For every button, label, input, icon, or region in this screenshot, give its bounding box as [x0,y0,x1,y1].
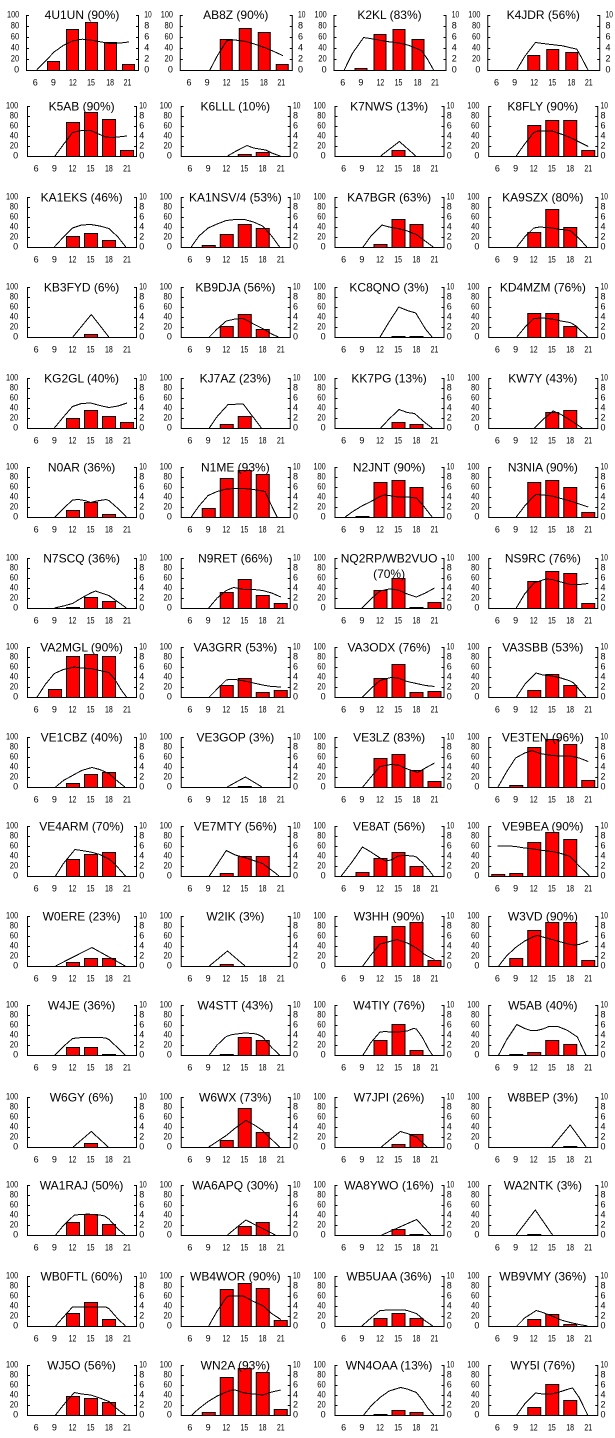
svg-text:KB9DJA (56%): KB9DJA (56%) [195,281,275,295]
svg-text:WB4WOR (90%): WB4WOR (90%) [190,1270,281,1284]
svg-text:N1ME (93%): N1ME (93%) [201,461,270,475]
svg-text:KA7BGR (63%): KA7BGR (63%) [347,191,431,205]
svg-text:NQ2RP/WB2VUO: NQ2RP/WB2VUO [341,552,438,566]
svg-text:K2KL (83%): K2KL (83%) [357,8,421,22]
svg-text:W4TIY (76%): W4TIY (76%) [353,999,425,1013]
svg-text:WA6APQ (30%): WA6APQ (30%) [192,1179,278,1193]
svg-text:K6LLL (10%): K6LLL (10%) [201,100,271,114]
svg-text:N9RET (66%): N9RET (66%) [198,552,272,566]
svg-text:W6GY (6%): W6GY (6%) [50,1091,114,1105]
svg-text:WB5UAA (36%): WB5UAA (36%) [346,1270,431,1284]
svg-text:VE3LZ (83%): VE3LZ (83%) [353,731,425,745]
svg-text:N3NIA (90%): N3NIA (90%) [508,461,578,475]
svg-text:KK7PG (13%): KK7PG (13%) [351,372,426,386]
svg-text:VE7MTY (56%): VE7MTY (56%) [194,820,277,834]
svg-text:NS9RC (76%): NS9RC (76%) [505,552,581,566]
svg-text:W7JPI (26%): W7JPI (26%) [354,1091,425,1105]
svg-text:KA1NSV/4 (53%): KA1NSV/4 (53%) [189,191,282,205]
svg-text:(70%): (70%) [373,567,405,581]
svg-text:W3HH (90%): W3HH (90%) [354,910,425,924]
svg-text:VE9BEA (90%): VE9BEA (90%) [502,820,583,834]
svg-text:VA3ODX (76%): VA3ODX (76%) [348,641,431,655]
svg-text:KJ7AZ (23%): KJ7AZ (23%) [200,372,271,386]
svg-text:VA3GRR (53%): VA3GRR (53%) [193,641,277,655]
svg-text:4U1UN (90%): 4U1UN (90%) [45,8,120,22]
svg-text:WA1RAJ (50%): WA1RAJ (50%) [40,1179,124,1193]
svg-text:K7NWS (13%): K7NWS (13%) [350,100,428,114]
svg-text:VA3SBB (53%): VA3SBB (53%) [502,641,583,655]
svg-text:KC8QNO (3%): KC8QNO (3%) [349,281,428,295]
svg-text:VE4ARM (70%): VE4ARM (70%) [39,820,124,834]
svg-text:AB8Z (90%): AB8Z (90%) [203,8,268,22]
svg-text:W0ERE (23%): W0ERE (23%) [43,910,121,924]
svg-text:KB3FYD (6%): KB3FYD (6%) [44,281,119,295]
svg-text:N7SCQ (36%): N7SCQ (36%) [43,552,120,566]
svg-text:KG2GL (40%): KG2GL (40%) [44,372,119,386]
svg-text:W2IK (3%): W2IK (3%) [206,910,264,924]
svg-text:VE3TEN (96%): VE3TEN (96%) [502,731,584,745]
svg-text:W8BEP (3%): W8BEP (3%) [508,1091,578,1105]
svg-text:VE8AT (56%): VE8AT (56%) [353,820,425,834]
svg-text:VA2MGL (90%): VA2MGL (90%) [40,641,123,655]
svg-text:WB9VMY (36%): WB9VMY (36%) [499,1270,586,1284]
svg-text:WY5I (76%): WY5I (76%) [511,1359,576,1373]
svg-text:WA8YWO (16%): WA8YWO (16%) [344,1179,434,1193]
svg-text:WA2NTK (3%): WA2NTK (3%) [504,1179,582,1193]
svg-text:VE1CBZ (40%): VE1CBZ (40%) [41,731,123,745]
svg-text:KW7Y (43%): KW7Y (43%) [508,372,577,386]
svg-text:W4STT (43%): W4STT (43%) [197,999,273,1013]
svg-text:K8FLY (90%): K8FLY (90%) [507,100,578,114]
svg-text:W6WX (73%): W6WX (73%) [199,1091,272,1105]
svg-text:K5AB (90%): K5AB (90%) [49,100,115,114]
svg-text:N0AR (36%): N0AR (36%) [48,461,115,475]
svg-text:KD4MZM (76%): KD4MZM (76%) [500,281,586,295]
svg-text:WB0FTL (60%): WB0FTL (60%) [40,1270,122,1284]
svg-text:WN4OAA (13%): WN4OAA (13%) [346,1359,433,1373]
svg-text:KA9SZX (80%): KA9SZX (80%) [502,191,583,205]
svg-text:VE3GOP (3%): VE3GOP (3%) [196,731,274,745]
svg-text:W5AB (40%): W5AB (40%) [508,999,577,1013]
svg-text:W4JE (36%): W4JE (36%) [48,999,115,1013]
svg-text:N2JNT (90%): N2JNT (90%) [353,461,425,475]
svg-text:WJ5O (56%): WJ5O (56%) [47,1359,116,1373]
svg-text:W3VD (90%): W3VD (90%) [508,910,578,924]
svg-text:KA1EKS (46%): KA1EKS (46%) [41,191,123,205]
svg-text:K4JDR (56%): K4JDR (56%) [507,8,580,22]
svg-text:WN2A (93%): WN2A (93%) [201,1359,270,1373]
